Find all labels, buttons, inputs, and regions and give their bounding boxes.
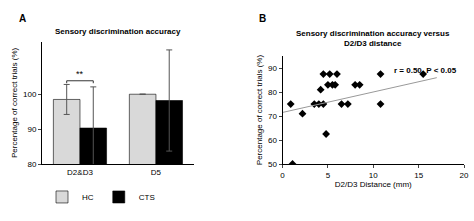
svg-text:D2&D3: D2&D3 [67,168,93,177]
svg-text:20: 20 [460,171,469,180]
svg-text:**: ** [76,69,84,79]
svg-text:100: 100 [23,90,37,99]
svg-text:Sensory discrimination accurac: Sensory discrimination accuracy [55,27,181,36]
svg-text:HC: HC [82,193,94,202]
svg-text:90: 90 [27,125,36,134]
svg-text:D5: D5 [151,168,162,177]
svg-text:Percentage of correct trials (: Percentage of correct trials (%) [10,47,19,158]
svg-text:0: 0 [280,171,285,180]
svg-text:10: 10 [369,171,378,180]
svg-text:15: 15 [414,171,423,180]
svg-text:Percentage of correct trials (: Percentage of correct trials (%) [255,55,264,166]
svg-text:B: B [259,13,266,24]
svg-text:CTS: CTS [139,193,155,202]
svg-text:60: 60 [268,136,277,145]
svg-text:Sensory discrimination accurac: Sensory discrimination accuracy versusD2… [296,29,450,48]
svg-text:r = 0.50, P < 0.05: r = 0.50, P < 0.05 [394,66,457,75]
svg-text:5: 5 [326,171,331,180]
svg-text:80: 80 [27,160,36,169]
svg-text:D2/D3 Distance (mm): D2/D3 Distance (mm) [335,180,412,189]
svg-text:90: 90 [268,64,277,73]
svg-text:A: A [19,13,26,24]
svg-text:50: 50 [268,160,277,169]
svg-text:80: 80 [268,88,277,97]
svg-text:70: 70 [268,112,277,121]
